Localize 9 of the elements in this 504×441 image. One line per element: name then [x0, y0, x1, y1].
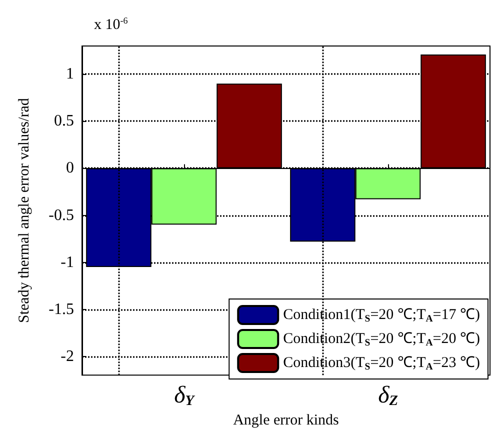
y-tick-label: -1 — [60, 254, 74, 271]
y-tick-label: -0.5 — [48, 206, 74, 224]
y-tick-label: 0 — [66, 160, 74, 177]
y-tick-label: 0.5 — [54, 112, 74, 130]
x-axis-title: Angle error kinds — [233, 412, 340, 428]
y-axis-title: Steady thermal angle error values/rad — [16, 98, 32, 324]
y-tick-label: 1 — [66, 66, 74, 83]
y-tick-label: -2 — [60, 348, 74, 365]
y-tick-label: -1.5 — [48, 300, 74, 318]
